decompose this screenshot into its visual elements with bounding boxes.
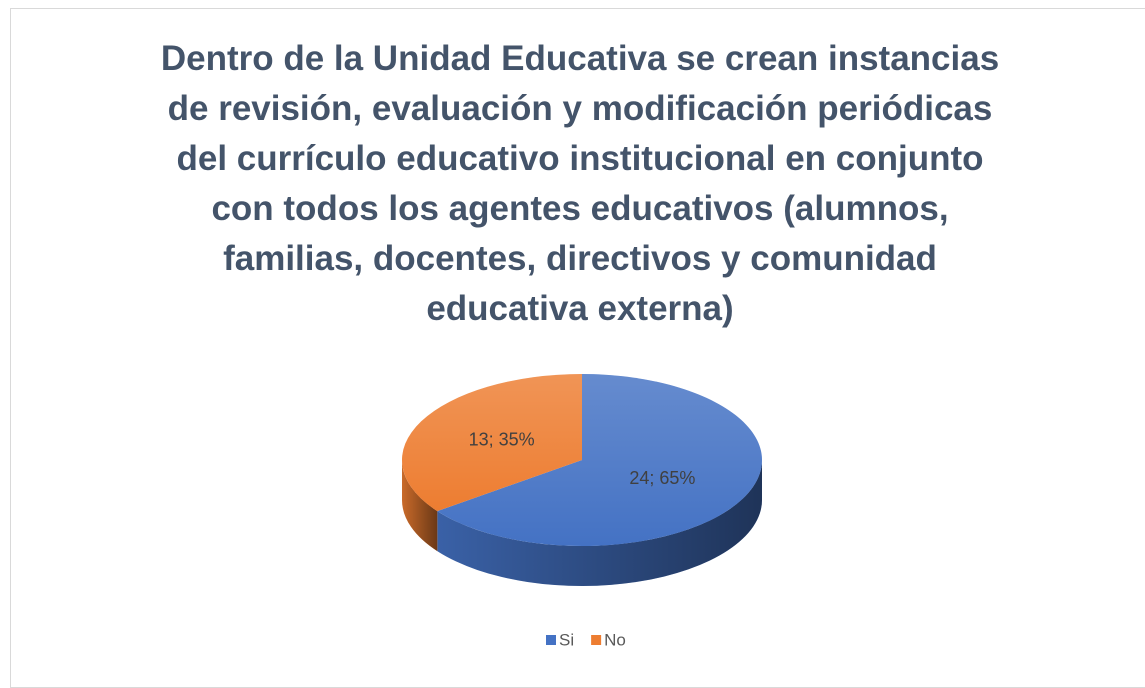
pie-side-shade [402, 460, 438, 552]
legend-label: Si [559, 630, 574, 649]
pie-slice-shine [402, 374, 582, 512]
data-label: 13; 35% [469, 429, 535, 449]
data-label: 24; 65% [629, 468, 695, 488]
legend-swatch [591, 635, 602, 645]
pie-side-shade [437, 460, 762, 587]
pie-slice-shine [437, 374, 763, 546]
legend-label: No [604, 630, 626, 649]
legend-swatch [546, 635, 556, 645]
chart-title: Dentro de la Unidad Educativa se crean i… [160, 39, 1000, 328]
